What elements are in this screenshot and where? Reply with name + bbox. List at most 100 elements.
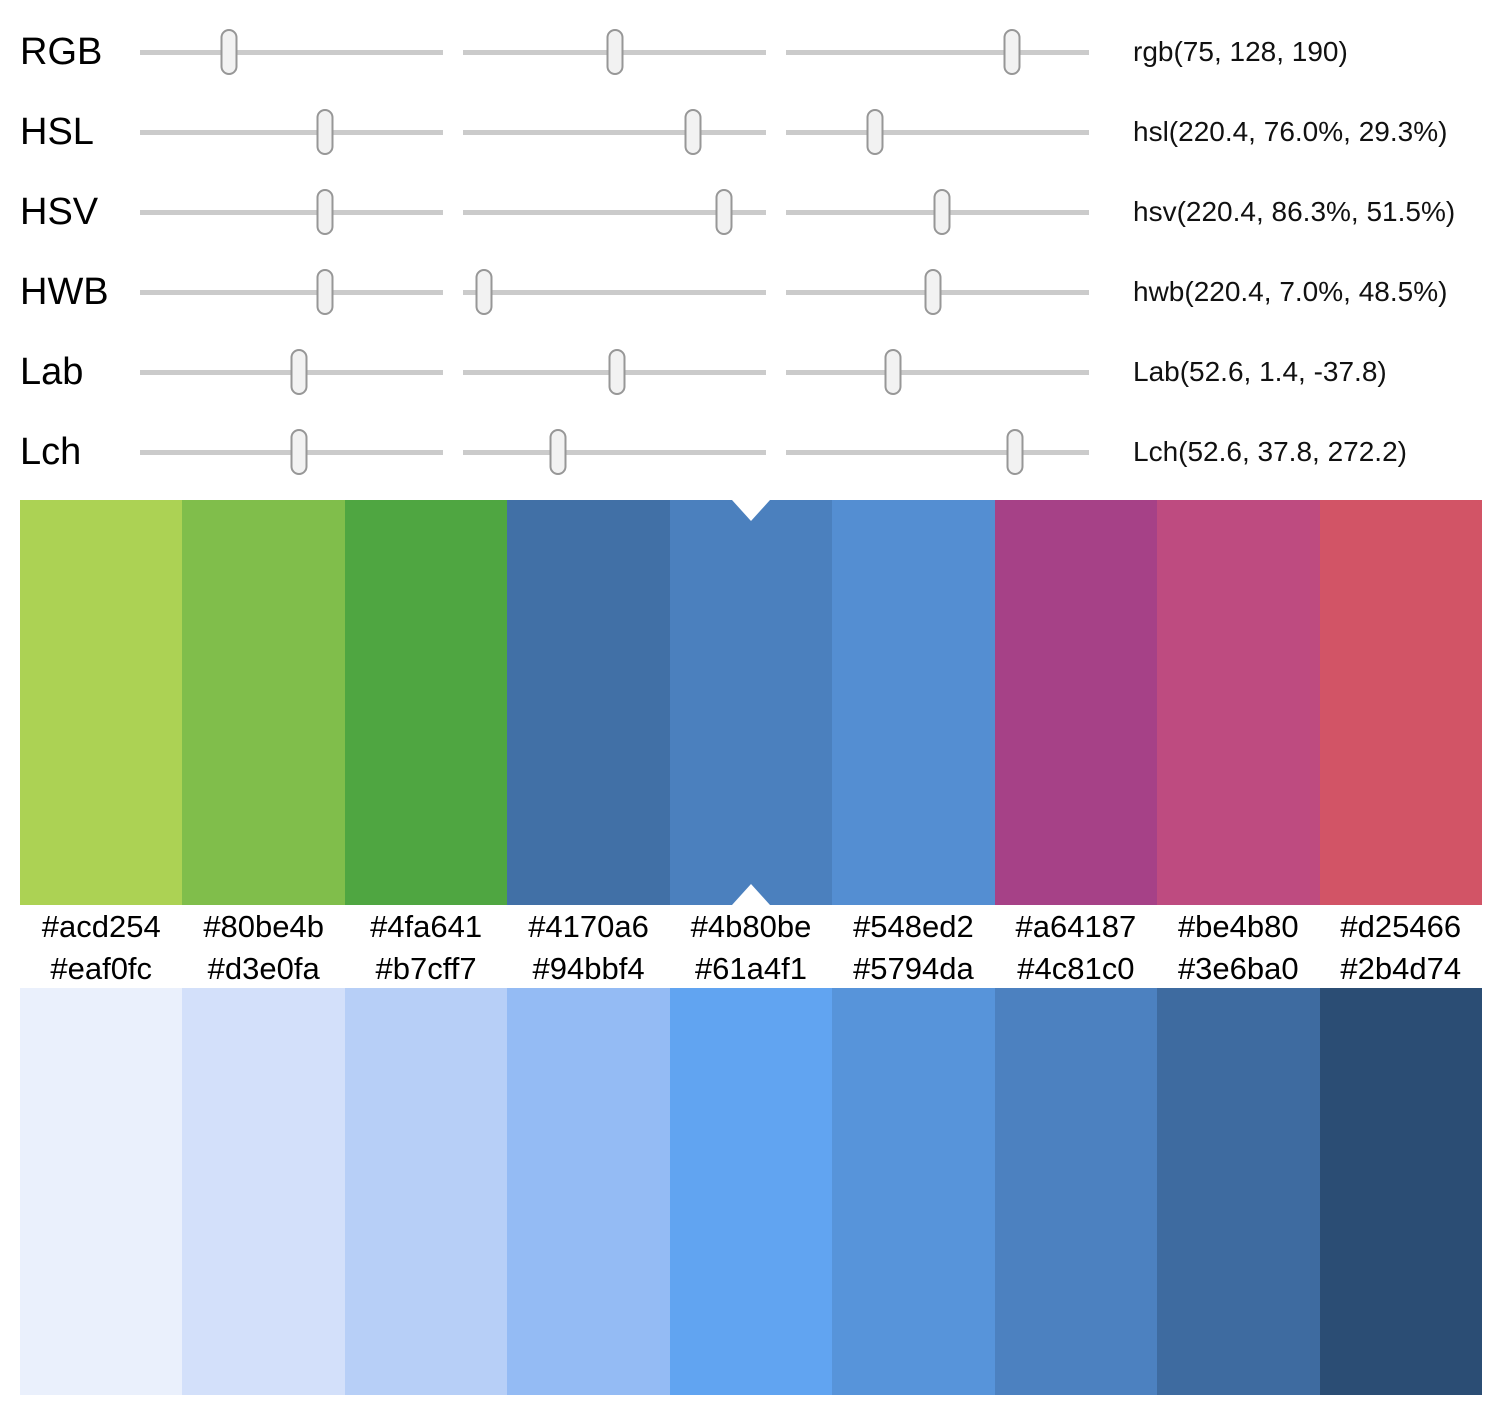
hue-swatch-label: #d25466 [1340,909,1462,944]
tone-swatch-5[interactable] [669,988,833,1395]
slider-panel: RGB rgb(75, 128, 190) HSL hsl(220.4, [0,0,1501,492]
tone-swatch-label: #94bbf4 [532,950,645,986]
tone-swatch-7[interactable] [994,988,1158,1395]
tone-swatch-1[interactable] [20,988,183,1395]
lch-chroma-slider[interactable] [463,428,766,476]
hwb-whiteness-slider[interactable] [463,268,766,316]
hsl-saturation-slider[interactable] [463,108,766,156]
slider-thumb[interactable] [1006,429,1024,475]
tone-swatch-label: #2b4d74 [1340,950,1462,986]
tone-swatch-label: #4c81c0 [1017,950,1135,986]
lch-row-label: Lch [20,430,82,473]
hue-swatch-2[interactable] [182,500,345,905]
tone-swatch-4[interactable] [507,988,670,1395]
tone-swatch-9[interactable] [1319,988,1482,1395]
lab-value: Lab(52.6, 1.4, -37.8) [1133,356,1387,387]
slider-track [463,289,766,295]
slider-row-rgb: RGB rgb(75, 128, 190) [0,12,1501,92]
tone-palette [20,988,1482,1395]
slider-thumb[interactable] [290,429,308,475]
hue-swatch-1[interactable] [20,500,183,905]
hue-swatch-4[interactable] [507,500,670,905]
hwb-blackness-slider[interactable] [786,268,1089,316]
hue-swatch-6[interactable] [832,500,995,905]
slider-row-lab: Lab Lab(52.6, 1.4, -37.8) [0,332,1501,412]
hwb-hue-slider[interactable] [140,268,443,316]
slider-row-hwb: HWB hwb(220.4, 7.0%, 48.5%) [0,252,1501,332]
slider-thumb[interactable] [220,29,238,75]
lch-hue-slider[interactable] [786,428,1089,476]
slider-thumb[interactable] [933,189,951,235]
hue-swatch-label: #4b80be [690,909,812,944]
hue-swatch-9[interactable] [1319,500,1482,905]
hue-swatch-label: #acd254 [41,909,161,944]
tone-label-row: #eaf0fc #d3e0fa #b7cff7 #94bbf4 #61a4f1 … [20,949,1482,988]
hue-swatch-8[interactable] [1157,500,1320,905]
slider-thumb[interactable] [924,269,942,315]
tone-swatch-label: #b7cff7 [375,950,477,986]
slider-row-hsl: HSL hsl(220.4, 76.0%, 29.3%) [0,92,1501,172]
slider-thumb[interactable] [715,189,733,235]
slider-track [786,49,1089,55]
tone-swatch-6[interactable] [832,988,995,1395]
rgb-red-slider[interactable] [140,28,443,76]
hsv-row-label: HSV [20,190,99,233]
slider-track [140,289,443,295]
slider-thumb[interactable] [475,269,493,315]
hsv-saturation-slider[interactable] [463,188,766,236]
lab-a-slider[interactable] [463,348,766,396]
slider-thumb[interactable] [608,349,626,395]
hsv-value: hsv(220.4, 86.3%, 51.5%) [1133,196,1456,227]
slider-thumb[interactable] [606,29,624,75]
slider-track [463,449,766,455]
slider-track [786,369,1089,375]
hue-label-row: #acd254 #80be4b #4fa641 #4170a6 #4b80be … [20,905,1482,949]
lch-l-slider[interactable] [140,428,443,476]
slider-thumb[interactable] [316,109,334,155]
hue-swatch-label: #548ed2 [853,909,974,944]
hsl-lightness-slider[interactable] [786,108,1089,156]
slider-thumb[interactable] [316,269,334,315]
lab-b-slider[interactable] [786,348,1089,396]
slider-track [140,49,443,55]
slider-track [140,129,443,135]
hue-swatch-3[interactable] [344,500,508,905]
rgb-value: rgb(75, 128, 190) [1133,36,1348,67]
tone-swatch-2[interactable] [182,988,345,1395]
selection-notch-top-icon [731,500,770,521]
hsl-row-label: HSL [20,110,94,153]
slider-thumb[interactable] [549,429,567,475]
slider-thumb[interactable] [316,189,334,235]
hwb-value: hwb(220.4, 7.0%, 48.5%) [1133,276,1448,307]
tone-swatch-8[interactable] [1157,988,1320,1395]
hsl-hue-slider[interactable] [140,108,443,156]
slider-thumb[interactable] [884,349,902,395]
hsv-value-slider[interactable] [786,188,1089,236]
slider-thumb[interactable] [1003,29,1021,75]
tone-swatch-label: #5794da [853,950,974,986]
slider-thumb[interactable] [866,109,884,155]
hue-swatch-label: #a64187 [1015,909,1137,944]
slider-track [140,209,443,215]
rgb-green-slider[interactable] [463,28,766,76]
hue-swatch-7[interactable] [994,500,1158,905]
slider-row-hsv: HSV hsv(220.4, 86.3%, 51.5%) [0,172,1501,252]
slider-row-lch: Lch Lch(52.6, 37.8, 272.2) [0,412,1501,492]
rgb-blue-slider[interactable] [786,28,1089,76]
hue-swatch-label: #4170a6 [528,909,649,944]
lab-l-slider[interactable] [140,348,443,396]
slider-thumb[interactable] [290,349,308,395]
hue-palette [20,500,1482,905]
hue-swatch-label: #4fa641 [370,909,483,944]
hsl-value: hsl(220.4, 76.0%, 29.3%) [1133,116,1448,147]
slider-thumb[interactable] [684,109,702,155]
tone-swatch-label: #3e6ba0 [1177,950,1299,986]
tone-swatch-label: #d3e0fa [207,950,320,986]
tone-swatch-3[interactable] [344,988,508,1395]
slider-track [786,449,1089,455]
hue-swatch-label: #be4b80 [1177,909,1299,944]
slider-track [463,129,766,135]
hsv-hue-slider[interactable] [140,188,443,236]
hwb-row-label: HWB [20,270,109,313]
hue-swatch-5-selected[interactable] [669,500,833,905]
